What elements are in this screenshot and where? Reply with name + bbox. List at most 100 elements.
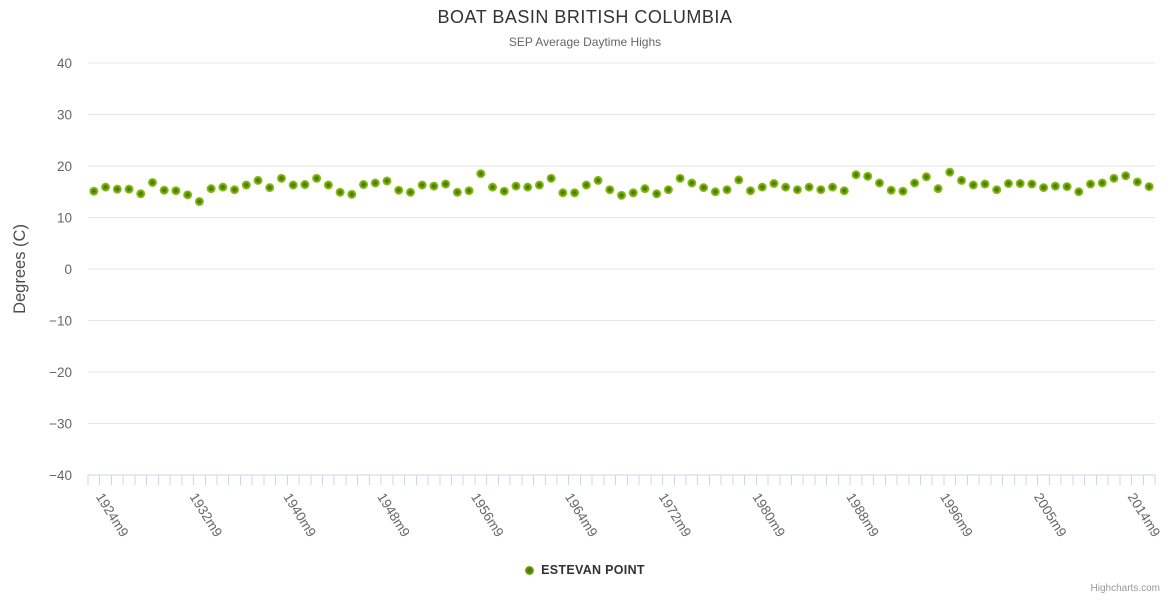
data-point[interactable] bbox=[1109, 173, 1119, 183]
data-point[interactable] bbox=[218, 182, 228, 192]
data-point[interactable] bbox=[323, 180, 333, 190]
data-point[interactable] bbox=[605, 185, 615, 195]
data-point[interactable] bbox=[1027, 179, 1037, 189]
data-point[interactable] bbox=[488, 182, 498, 192]
data-point[interactable] bbox=[464, 186, 474, 196]
legend-item-estevan-point[interactable]: ESTEVAN POINT bbox=[0, 563, 1170, 577]
data-point[interactable] bbox=[640, 184, 650, 194]
data-point[interactable] bbox=[1039, 183, 1049, 193]
data-point[interactable] bbox=[241, 180, 251, 190]
data-point[interactable] bbox=[101, 182, 111, 192]
data-point[interactable] bbox=[863, 171, 873, 181]
data-point[interactable] bbox=[781, 182, 791, 192]
data-point[interactable] bbox=[699, 183, 709, 193]
data-point[interactable] bbox=[628, 188, 638, 198]
data-point[interactable] bbox=[546, 173, 556, 183]
data-point[interactable] bbox=[910, 178, 920, 188]
data-point[interactable] bbox=[499, 186, 509, 196]
data-point[interactable] bbox=[534, 180, 544, 190]
data-point[interactable] bbox=[112, 184, 122, 194]
data-point[interactable] bbox=[1062, 182, 1072, 192]
data-point[interactable] bbox=[147, 177, 157, 187]
data-point[interactable] bbox=[663, 185, 673, 195]
data-point[interactable] bbox=[839, 186, 849, 196]
data-point[interactable] bbox=[1144, 182, 1154, 192]
data-point[interactable] bbox=[1086, 179, 1096, 189]
data-point[interactable] bbox=[429, 181, 439, 191]
data-point[interactable] bbox=[523, 182, 533, 192]
data-point[interactable] bbox=[1015, 179, 1025, 189]
data-point[interactable] bbox=[710, 187, 720, 197]
highcharts-credits-link[interactable]: Highcharts.com bbox=[1090, 583, 1160, 594]
data-point[interactable] bbox=[874, 178, 884, 188]
data-point[interactable] bbox=[441, 179, 451, 189]
data-point[interactable] bbox=[757, 182, 767, 192]
data-point[interactable] bbox=[1132, 177, 1142, 187]
data-point[interactable] bbox=[652, 189, 662, 199]
data-point[interactable] bbox=[898, 186, 908, 196]
data-point[interactable] bbox=[183, 190, 193, 200]
data-point[interactable] bbox=[382, 176, 392, 186]
data-point[interactable] bbox=[593, 175, 603, 185]
data-point[interactable] bbox=[992, 185, 1002, 195]
data-point[interactable] bbox=[452, 187, 462, 197]
data-point[interactable] bbox=[792, 185, 802, 195]
data-point[interactable] bbox=[734, 175, 744, 185]
data-point[interactable] bbox=[921, 172, 931, 182]
data-point[interactable] bbox=[945, 167, 955, 177]
data-point[interactable] bbox=[851, 170, 861, 180]
data-point[interactable] bbox=[1097, 178, 1107, 188]
x-axis-label: 1980m9 bbox=[750, 490, 789, 539]
data-point[interactable] bbox=[722, 185, 732, 195]
data-point[interactable] bbox=[1121, 171, 1131, 181]
data-point[interactable] bbox=[1074, 187, 1084, 197]
data-point[interactable] bbox=[476, 169, 486, 179]
data-point[interactable] bbox=[288, 180, 298, 190]
data-point[interactable] bbox=[980, 179, 990, 189]
data-point[interactable] bbox=[687, 178, 697, 188]
data-point[interactable] bbox=[347, 189, 357, 199]
data-point[interactable] bbox=[89, 186, 99, 196]
data-point[interactable] bbox=[136, 189, 146, 199]
data-point[interactable] bbox=[359, 180, 369, 190]
data-point[interactable] bbox=[159, 185, 169, 195]
data-point[interactable] bbox=[933, 184, 943, 194]
data-point[interactable] bbox=[804, 182, 814, 192]
data-point[interactable] bbox=[370, 178, 380, 188]
data-point[interactable] bbox=[511, 181, 521, 191]
data-point[interactable] bbox=[230, 185, 240, 195]
data-point[interactable] bbox=[335, 187, 345, 197]
y-axis-label: −40 bbox=[49, 468, 72, 483]
data-point[interactable] bbox=[300, 180, 310, 190]
data-point[interactable] bbox=[206, 184, 216, 194]
data-point[interactable] bbox=[1050, 181, 1060, 191]
data-point[interactable] bbox=[417, 180, 427, 190]
data-point[interactable] bbox=[968, 180, 978, 190]
data-point[interactable] bbox=[1003, 179, 1013, 189]
data-point[interactable] bbox=[405, 187, 415, 197]
data-point[interactable] bbox=[265, 183, 275, 193]
data-point[interactable] bbox=[194, 197, 204, 207]
data-point[interactable] bbox=[171, 186, 181, 196]
data-point[interactable] bbox=[558, 188, 568, 198]
data-point[interactable] bbox=[886, 185, 896, 195]
data-point[interactable] bbox=[581, 180, 591, 190]
data-point[interactable] bbox=[253, 175, 263, 185]
data-point[interactable] bbox=[828, 182, 838, 192]
data-point[interactable] bbox=[276, 173, 286, 183]
data-point[interactable] bbox=[124, 184, 134, 194]
data-point[interactable] bbox=[570, 188, 580, 198]
data-point[interactable] bbox=[617, 190, 626, 200]
data-point[interactable] bbox=[745, 186, 755, 196]
x-axis-label: 1924m9 bbox=[93, 490, 132, 539]
data-point[interactable] bbox=[675, 173, 685, 183]
data-point[interactable] bbox=[769, 179, 779, 189]
data-point[interactable] bbox=[394, 185, 404, 195]
y-axis-label: 10 bbox=[57, 211, 72, 226]
y-axis-label: −10 bbox=[49, 314, 72, 329]
data-point[interactable] bbox=[312, 173, 322, 183]
data-point[interactable] bbox=[816, 185, 826, 195]
data-point[interactable] bbox=[957, 175, 967, 185]
